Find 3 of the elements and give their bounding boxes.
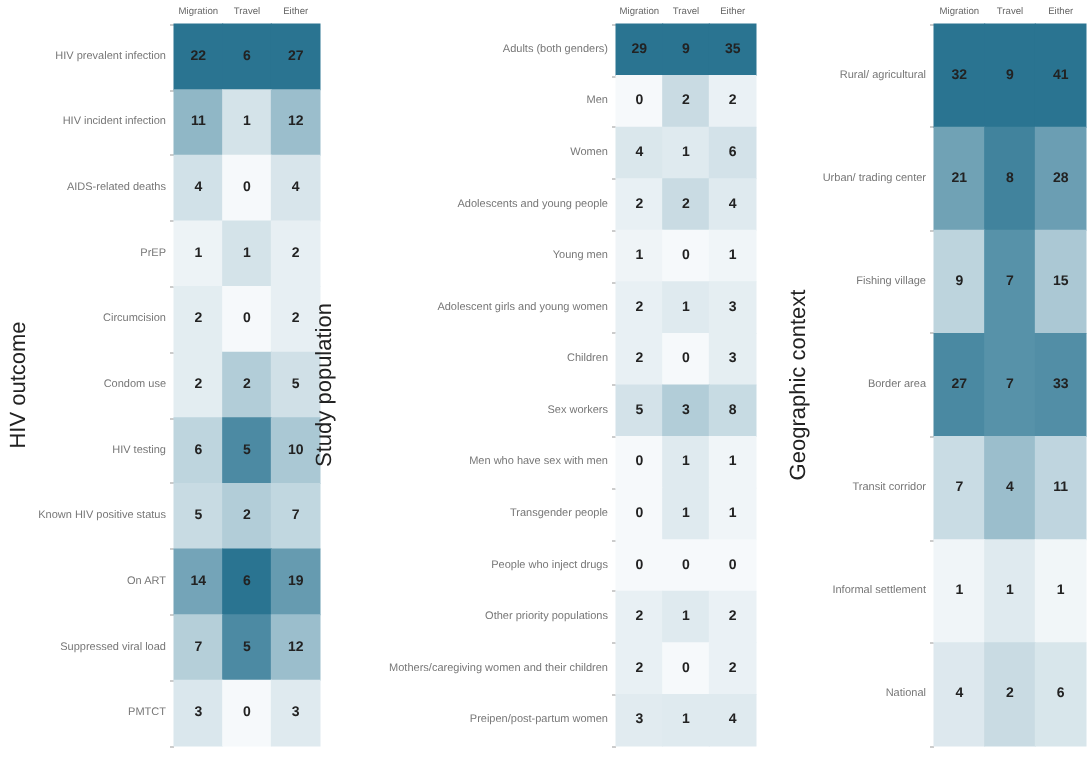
y-axis-title: HIV outcome — [7, 321, 31, 449]
y-axis-title: Geographic context — [787, 289, 811, 481]
y-axis-title: Study population — [313, 303, 337, 467]
